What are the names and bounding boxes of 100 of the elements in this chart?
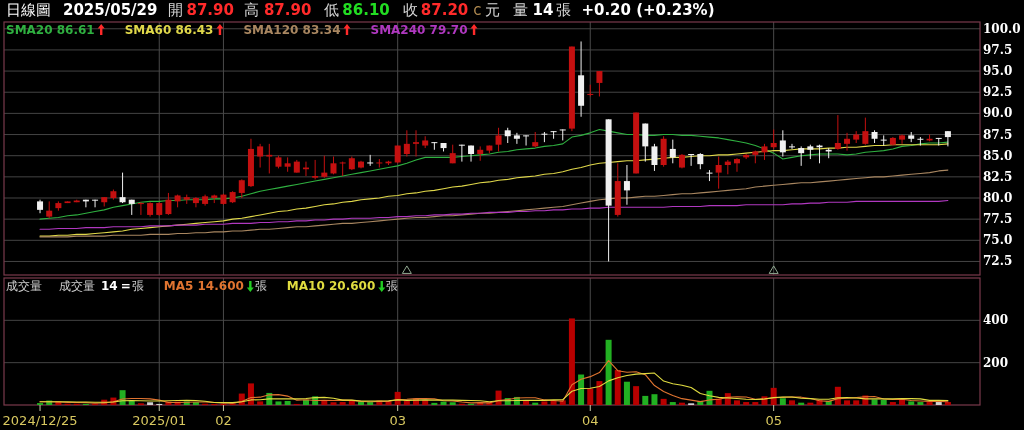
text: 86.10: [342, 1, 390, 19]
candlestick: [238, 178, 245, 199]
bar: [789, 400, 796, 405]
y-tick-label: 400: [983, 313, 1009, 328]
candlestick: [596, 70, 603, 97]
candlestick: [770, 128, 777, 150]
candlestick: [688, 153, 695, 167]
candlestick: [880, 134, 887, 147]
annotation: 成交量: [59, 279, 95, 293]
x-tick-label: 05: [765, 412, 782, 428]
bar: [733, 400, 740, 405]
bar: [367, 402, 374, 405]
chart-title: 日線圖: [6, 1, 51, 19]
candlestick: [495, 127, 502, 152]
bar: [568, 318, 575, 405]
annotation: 張: [254, 279, 267, 293]
y-tick-label: 72.5: [983, 254, 1013, 269]
bar: [431, 402, 438, 405]
candlestick: [513, 132, 520, 145]
bar: [330, 402, 337, 405]
text: MA5 14.600: [163, 279, 244, 293]
y-tick-label: 97.5: [983, 42, 1013, 57]
bar: [853, 400, 860, 405]
candlestick: [458, 144, 465, 163]
candlestick: [715, 156, 722, 190]
annotation: =: [120, 279, 131, 293]
candlestick: [321, 155, 328, 179]
candlestick: [669, 139, 676, 164]
candlestick: [706, 169, 713, 182]
bar: [623, 381, 630, 405]
bar: [275, 401, 282, 405]
bar: [651, 394, 658, 405]
text: 開: [168, 1, 184, 19]
candlestick: [798, 145, 805, 167]
line-series: [39, 372, 949, 404]
bar: [614, 370, 621, 405]
annotation: 14: [101, 279, 118, 293]
text: +0.20 (+0.23%): [581, 1, 715, 19]
bar: [302, 399, 309, 405]
text: 87.90: [186, 1, 234, 19]
candlestick: [779, 129, 786, 158]
bar: [844, 400, 851, 405]
line-series: [39, 199, 949, 230]
text: 14: [532, 1, 554, 19]
x-tick-label: 03: [389, 412, 406, 428]
bar: [523, 400, 530, 405]
bar: [633, 386, 640, 405]
candlestick: [137, 201, 144, 216]
y-tick-label: 75.0: [983, 233, 1013, 248]
x-tick-label: 04: [581, 412, 599, 428]
text: 87.90: [263, 1, 312, 19]
bar: [880, 399, 887, 405]
text: 2025/05/29: [63, 1, 158, 19]
candlestick: [862, 117, 869, 146]
bar: [587, 388, 594, 405]
bar: [926, 402, 933, 405]
candlestick: [376, 158, 383, 169]
bar: [541, 401, 548, 405]
bar: [669, 402, 676, 405]
bar: [596, 381, 603, 405]
bar: [752, 402, 759, 405]
text: 高: [243, 1, 259, 19]
candlestick: [642, 123, 649, 163]
bar: [147, 402, 154, 405]
candlestick: [367, 154, 374, 167]
candlestick: [917, 136, 924, 147]
bar: [128, 400, 135, 405]
text: SMA240 79.70: [370, 23, 468, 37]
candlestick: [623, 164, 630, 206]
y-tick-label: 77.5: [983, 212, 1013, 227]
y-tick-label: 92.5: [983, 85, 1013, 100]
text: c: [473, 1, 482, 19]
y-tick-label: 200: [983, 355, 1009, 370]
candlestick: [403, 129, 410, 158]
x-tick-label: 2024/12/25: [2, 412, 78, 428]
y-tick-label: 90.0: [983, 106, 1013, 121]
bar: [605, 339, 612, 405]
text: MA10 20.600: [286, 279, 376, 293]
bar: [743, 402, 750, 405]
y-tick-label: 87.5: [983, 127, 1013, 142]
candlestick: [339, 161, 346, 177]
bar: [358, 401, 364, 405]
candlestick: [312, 159, 319, 180]
text: 87.20: [420, 1, 469, 19]
bar: [908, 401, 915, 405]
y-tick-label: 95.0: [983, 64, 1013, 79]
bar: [935, 402, 942, 405]
bar: [257, 401, 264, 405]
bar: [578, 374, 585, 405]
candlestick: [559, 128, 566, 141]
candlestick: [192, 196, 199, 208]
text: 低: [324, 1, 340, 19]
candlestick: [651, 143, 658, 172]
text: 元: [484, 1, 500, 19]
annotation: 張: [131, 279, 144, 293]
text: 收: [402, 1, 418, 19]
text: 張: [556, 1, 572, 19]
candlestick: [834, 114, 841, 151]
y-tick-label: 82.5: [983, 169, 1013, 184]
bar: [339, 402, 346, 405]
